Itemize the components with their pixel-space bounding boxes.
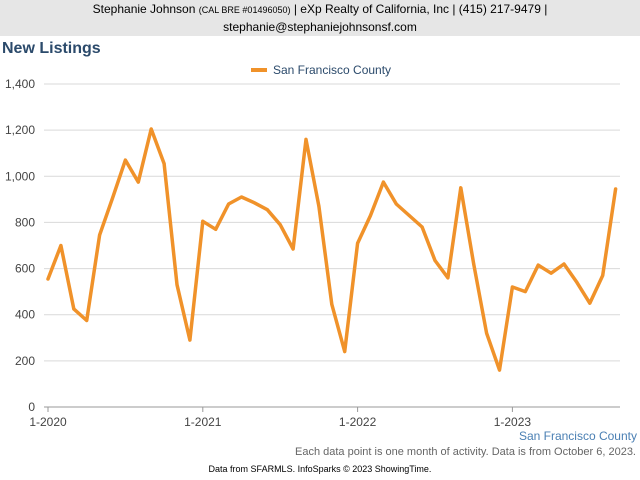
data-point-2022-06: [420, 225, 424, 229]
data-point-2022-07: [433, 258, 437, 262]
agent-name: Stephanie Johnson: [92, 2, 196, 16]
data-point-2020-03: [72, 307, 76, 311]
footer-credit: Data from SFARMLS. InfoSparks © 2023 Sho…: [208, 464, 432, 474]
data-point-2022-11: [485, 331, 489, 335]
data-point-2021-07: [278, 223, 282, 227]
agent-line-1: Stephanie Johnson (CAL BRE #01496050) | …: [0, 1, 640, 19]
y-tick-label-800: 800: [15, 215, 35, 229]
data-point-2020-04: [85, 318, 89, 322]
data-point-2021-01: [201, 219, 205, 223]
chart-title: New Listings: [2, 40, 101, 57]
data-point-2022-12: [498, 368, 501, 372]
data-point-2020-05: [98, 233, 102, 237]
data-point-2021-06: [265, 208, 269, 212]
data-point-2020-11: [175, 283, 179, 287]
data-point-2022-08: [446, 276, 450, 280]
data-point-2021-04: [240, 195, 243, 199]
data-point-2020-02: [59, 244, 63, 247]
data-point-2020-07: [123, 158, 127, 162]
agent-email: stephanie@stephaniejohnsonsf.com: [223, 20, 417, 34]
data-point-2023-09: [614, 187, 618, 191]
y-tick-label-0: 0: [28, 400, 35, 414]
data-point-2021-09: [304, 137, 308, 141]
data-point-2020-10: [162, 162, 166, 166]
agent-license: (CAL BRE #01496050): [198, 5, 291, 15]
data-point-2023-03: [536, 263, 540, 267]
data-point-2023-07: [588, 301, 592, 305]
data-point-2020-08: [136, 180, 140, 184]
y-tick-label-1400: 1,400: [5, 77, 35, 91]
agent-header: Stephanie Johnson (CAL BRE #01496050) | …: [0, 0, 640, 36]
data-point-2020-01: [46, 277, 50, 281]
data-point-2023-04: [549, 271, 553, 275]
data-point-2022-01: [356, 241, 360, 245]
data-point-2020-09: [149, 127, 153, 131]
data-note: Each data point is one month of activity…: [295, 446, 636, 458]
data-point-2022-05: [407, 214, 411, 218]
x-tick-label-1-2023: 1-2023: [494, 415, 532, 429]
data-point-2023-05: [562, 262, 566, 266]
series-label: San Francisco County: [518, 429, 637, 443]
data-point-2021-10: [317, 204, 321, 208]
data-point-2020-06: [111, 196, 114, 200]
data-point-2022-02: [369, 214, 372, 218]
data-point-2022-10: [472, 262, 476, 266]
y-tick-label-600: 600: [15, 262, 35, 276]
x-tick-label-1-2020: 1-2020: [29, 415, 67, 429]
data-point-2021-11: [330, 302, 334, 306]
x-tick-label-1-2022: 1-2022: [339, 415, 377, 429]
y-tick-label-200: 200: [15, 354, 35, 368]
data-point-2021-03: [227, 202, 231, 206]
data-point-2021-08: [291, 247, 295, 251]
y-tick-label-1200: 1,200: [5, 123, 35, 137]
data-point-2023-06: [575, 280, 579, 284]
legend-label: San Francisco County: [273, 63, 391, 77]
x-tick-label-1-2021: 1-2021: [184, 415, 222, 429]
data-point-2023-02: [523, 290, 527, 294]
agent-company: | eXp Realty of California, Inc | (415) …: [293, 2, 548, 16]
data-point-2021-02: [214, 227, 218, 231]
data-point-2023-01: [510, 285, 514, 289]
data-point-2020-12: [188, 338, 192, 342]
data-point-2021-12: [343, 350, 347, 354]
data-point-2022-09: [459, 186, 463, 190]
series-line: [46, 127, 618, 372]
data-point-2021-05: [252, 201, 256, 205]
data-point-2023-08: [601, 273, 605, 277]
y-tick-label-400: 400: [15, 308, 35, 322]
data-point-2022-03: [381, 180, 385, 184]
y-tick-label-1000: 1,000: [5, 169, 35, 183]
data-point-2022-04: [394, 202, 398, 206]
